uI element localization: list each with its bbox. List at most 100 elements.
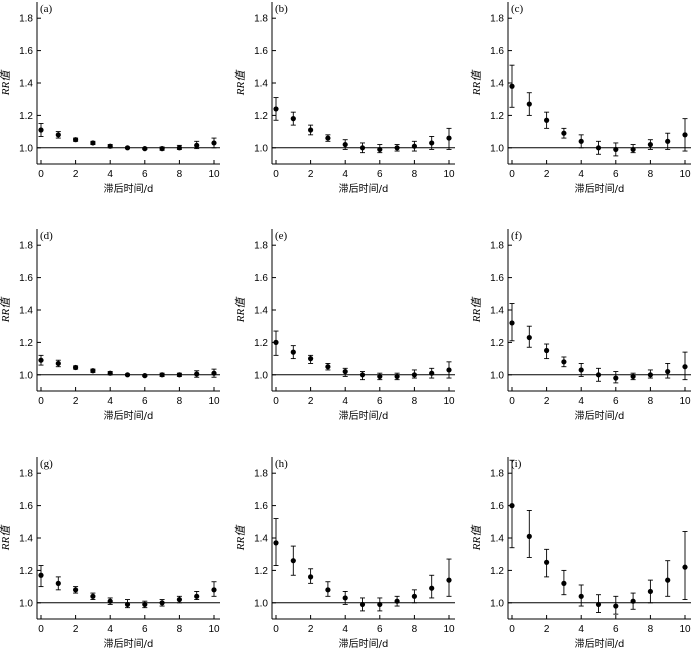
x-tick-label: 6 — [613, 169, 619, 180]
y-tick-label: 1.4 — [490, 79, 504, 90]
data-point — [377, 146, 383, 153]
data-point — [394, 145, 400, 151]
data-point — [647, 141, 654, 148]
data-point — [273, 339, 279, 345]
data-point — [429, 585, 435, 591]
x-tick-label: 8 — [648, 396, 654, 407]
data-point — [55, 132, 61, 138]
data-point — [142, 373, 148, 379]
data-point — [55, 360, 61, 367]
data-point — [647, 588, 654, 595]
y-tick-label: 1.4 — [254, 306, 268, 317]
x-tick-label: 10 — [443, 396, 455, 407]
data-point — [665, 577, 671, 583]
x-tick-label: 2 — [544, 169, 550, 180]
panel-label: (c) — [511, 3, 524, 15]
x-tick-label: 4 — [107, 396, 113, 407]
panel-label: (d) — [40, 230, 53, 242]
data-point — [359, 145, 366, 151]
x-tick-label: 6 — [142, 396, 148, 407]
x-tick-label: 4 — [342, 396, 348, 407]
y-tick-label: 1.0 — [19, 598, 33, 609]
y-tick-label: 1.6 — [490, 501, 504, 512]
x-tick-label: 0 — [38, 624, 44, 635]
y-tick-label: 1.6 — [254, 273, 268, 284]
y-tick-label: 1.4 — [254, 534, 268, 545]
chart-panel-5: (e) 1.0 1.2 1.4 1.6 1.8 0 2 4 6 8 10 滞后时间/d RR值 — [234, 229, 455, 422]
y-tick-label: 1.0 — [490, 143, 504, 154]
data-point — [342, 141, 348, 148]
x-tick-label: 4 — [342, 624, 348, 635]
data-point — [682, 564, 688, 570]
x-tick-label: 6 — [377, 624, 383, 635]
y-tick-label: 1.0 — [490, 598, 504, 609]
data-point — [342, 368, 348, 375]
data-point — [308, 574, 314, 580]
x-tick-label: 6 — [613, 624, 619, 635]
data-point — [290, 116, 296, 122]
x-tick-label: 0 — [38, 396, 44, 407]
x-tick-label: 0 — [509, 396, 515, 407]
x-tick-label: 6 — [142, 169, 148, 180]
y-tick-label: 1.2 — [490, 566, 504, 577]
data-point — [90, 368, 96, 374]
panel-label: (e) — [275, 230, 288, 242]
data-point — [194, 142, 200, 148]
y-tick-label: 1.8 — [490, 241, 504, 252]
data-point — [665, 368, 671, 375]
y-tick-label: 1.4 — [490, 306, 504, 317]
y-tick-label: 1.8 — [490, 14, 504, 25]
x-axis-label: 滞后时间/d — [104, 637, 154, 650]
data-point — [107, 143, 113, 149]
y-tick-label: 1.6 — [490, 273, 504, 284]
data-point — [159, 146, 165, 152]
data-point — [273, 540, 279, 546]
chart-panel-9: (i) 1.0 1.2 1.4 1.6 1.8 0 2 4 6 8 10 滞后时间/d RR值 — [470, 457, 691, 650]
data-point — [544, 117, 550, 123]
x-tick-label: 6 — [142, 624, 148, 635]
y-tick-label: 1.4 — [254, 79, 268, 90]
data-point — [211, 370, 217, 376]
data-point — [630, 146, 636, 153]
data-point — [665, 138, 671, 144]
data-point — [509, 320, 515, 326]
data-point — [682, 132, 688, 138]
y-axis-label: RR值 — [0, 524, 12, 551]
x-tick-label: 10 — [443, 169, 455, 180]
x-tick-label: 4 — [107, 169, 113, 180]
data-point — [446, 135, 452, 141]
data-point — [38, 357, 44, 363]
x-tick-label: 0 — [509, 169, 515, 180]
y-tick-label: 1.6 — [254, 501, 268, 512]
data-point — [342, 595, 348, 601]
data-point — [394, 373, 400, 380]
x-tick-label: 0 — [273, 624, 279, 635]
x-tick-label: 2 — [73, 396, 79, 407]
data-point — [377, 373, 383, 380]
data-point — [308, 356, 314, 362]
y-tick-label: 1.8 — [490, 469, 504, 480]
data-point — [211, 140, 217, 146]
data-point — [176, 596, 182, 603]
chart-panel-4: (d) 1.0 1.2 1.4 1.6 1.8 0 2 4 6 8 10 滞后时间/d RR值 — [0, 229, 220, 422]
y-tick-label: 1.0 — [254, 598, 268, 609]
x-tick-label: 8 — [412, 169, 418, 180]
x-tick-label: 2 — [73, 169, 79, 180]
y-axis-label: RR值 — [470, 524, 483, 551]
panel-label: (a) — [40, 3, 53, 15]
chart-panel-6: (f) 1.0 1.2 1.4 1.6 1.8 0 2 4 6 8 10 滞后时间/d RR值 — [470, 229, 691, 422]
y-tick-label: 1.8 — [254, 14, 268, 25]
panel-label: (i) — [511, 458, 522, 470]
data-point — [176, 145, 182, 151]
data-point — [38, 127, 44, 133]
data-point — [429, 140, 435, 146]
data-point — [544, 347, 550, 354]
data-point — [73, 137, 79, 143]
data-point — [526, 334, 532, 341]
data-point — [107, 598, 113, 604]
data-point — [359, 372, 366, 378]
data-point — [578, 367, 584, 373]
data-point — [429, 370, 435, 376]
panel-label: (g) — [40, 458, 53, 470]
data-point — [509, 503, 515, 509]
